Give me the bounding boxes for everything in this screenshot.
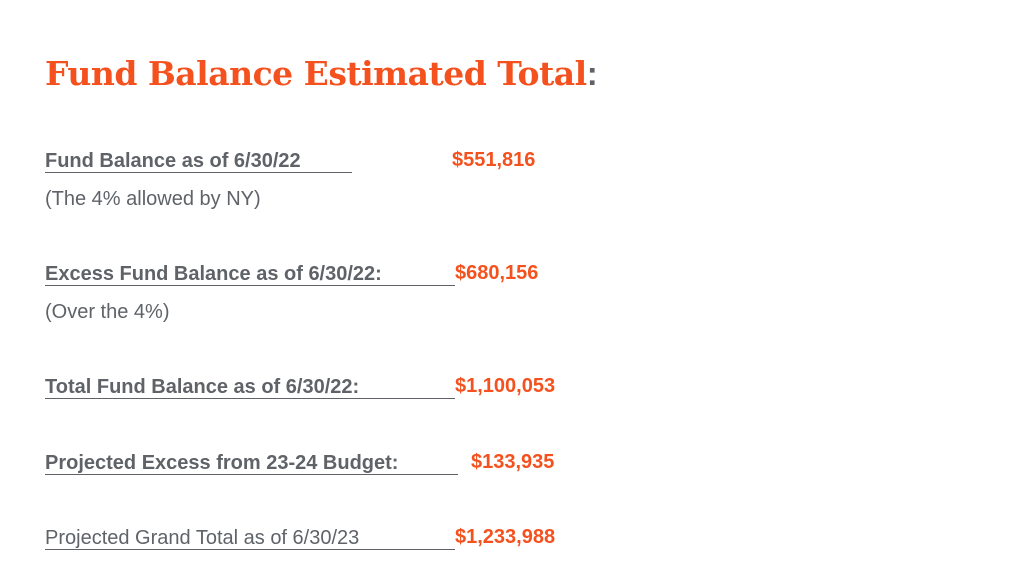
projected-grand-total-label: Projected Grand Total as of 6/30/23 — [45, 527, 455, 550]
slide-title: Fund Balance Estimated Total: — [45, 54, 598, 93]
projected-excess-value: $133,935 — [471, 451, 555, 473]
fund-balance-note: (The 4% allowed by NY) — [45, 188, 261, 210]
title-text: Fund Balance Estimated Total — [45, 54, 587, 93]
fund-balance-label: Fund Balance as of 6/30/22 — [45, 150, 352, 173]
title-colon: : — [586, 55, 598, 92]
excess-fund-balance-label: Excess Fund Balance as of 6/30/22: — [45, 263, 455, 286]
total-fund-balance-label: Total Fund Balance as of 6/30/22: — [45, 376, 455, 399]
fund-balance-row: Fund Balance as of 6/30/22 $551,816 — [45, 149, 535, 173]
projected-excess-row: Projected Excess from 23-24 Budget: $133… — [45, 451, 554, 475]
excess-fund-balance-value: $680,156 — [455, 262, 539, 284]
projected-grand-total-value: $1,233,988 — [455, 526, 556, 548]
total-fund-balance-value: $1,100,053 — [455, 375, 556, 397]
total-fund-balance-row: Total Fund Balance as of 6/30/22: $1,100… — [45, 375, 555, 399]
fund-balance-value: $551,816 — [452, 149, 536, 171]
projected-grand-total-row: Projected Grand Total as of 6/30/23 $1,2… — [45, 526, 555, 550]
projected-excess-label: Projected Excess from 23-24 Budget: — [45, 452, 458, 475]
excess-fund-balance-note: (Over the 4%) — [45, 301, 170, 323]
excess-fund-balance-row: Excess Fund Balance as of 6/30/22: $680,… — [45, 262, 538, 286]
